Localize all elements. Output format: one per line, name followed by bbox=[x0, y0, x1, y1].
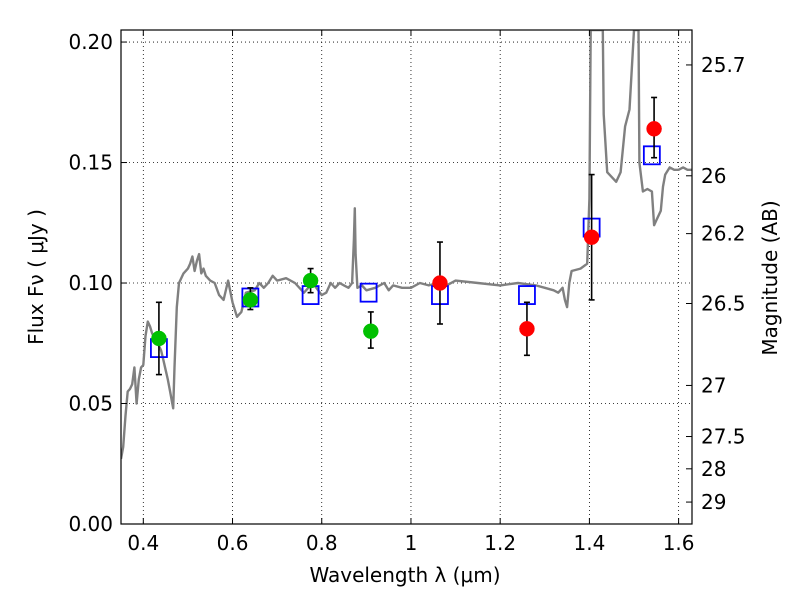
x-axis-label: Wavelength λ (μm) bbox=[309, 563, 500, 587]
plot-frame bbox=[120, 29, 693, 525]
y-tick-label: 0.20 bbox=[68, 30, 113, 54]
x-tick-label: 0.6 bbox=[217, 531, 249, 555]
x-tick-label: 0.4 bbox=[127, 531, 159, 555]
plot-content bbox=[121, 30, 692, 460]
observed-flux-point bbox=[583, 229, 600, 245]
y-tick-label: 0.15 bbox=[68, 151, 113, 175]
right-axis-label: Magnitude (AB) bbox=[758, 200, 782, 355]
y-tick-label: 0.05 bbox=[68, 392, 113, 416]
model-square-point bbox=[359, 282, 378, 303]
x-tick-label: 1.2 bbox=[484, 531, 516, 555]
observed-flux-point bbox=[363, 323, 379, 339]
right-tick-label: 26 bbox=[701, 164, 726, 188]
observed-flux-point bbox=[242, 292, 259, 308]
right-tick-label: 27.5 bbox=[701, 425, 746, 449]
model-square-point bbox=[642, 145, 661, 166]
right-tick-label: 27 bbox=[701, 373, 726, 397]
observed-flux-point bbox=[432, 275, 448, 291]
y-tick-label: 0.00 bbox=[68, 512, 113, 536]
model-square-point bbox=[518, 285, 536, 305]
right-tick-label: 26.2 bbox=[701, 222, 746, 246]
axis-ticks: 0.4 0.6 0.8 1 1.2 1.4 1.6 0.00 0.05 0.10 0.15 0.20 2… bbox=[68, 30, 746, 555]
x-tick-label: 1.4 bbox=[573, 531, 605, 555]
right-tick-label: 29 bbox=[701, 490, 726, 514]
y-axis-label: Flux Fν ( μJy ) bbox=[24, 209, 48, 345]
y-tick-label: 0.10 bbox=[68, 271, 113, 295]
observed-flux-point bbox=[519, 321, 535, 337]
observed-flux-point bbox=[302, 272, 319, 289]
spectrum-line bbox=[121, 30, 692, 460]
right-tick-label: 28 bbox=[701, 457, 726, 481]
x-tick-label: 0.8 bbox=[306, 531, 338, 555]
right-tick-label: 26.5 bbox=[701, 292, 746, 316]
x-tick-label: 1.6 bbox=[663, 531, 695, 555]
right-tick-label: 25.7 bbox=[701, 53, 746, 77]
observed-flux-point bbox=[151, 330, 167, 347]
x-tick-label: 1 bbox=[405, 531, 418, 555]
observed-flux-point bbox=[646, 121, 662, 137]
